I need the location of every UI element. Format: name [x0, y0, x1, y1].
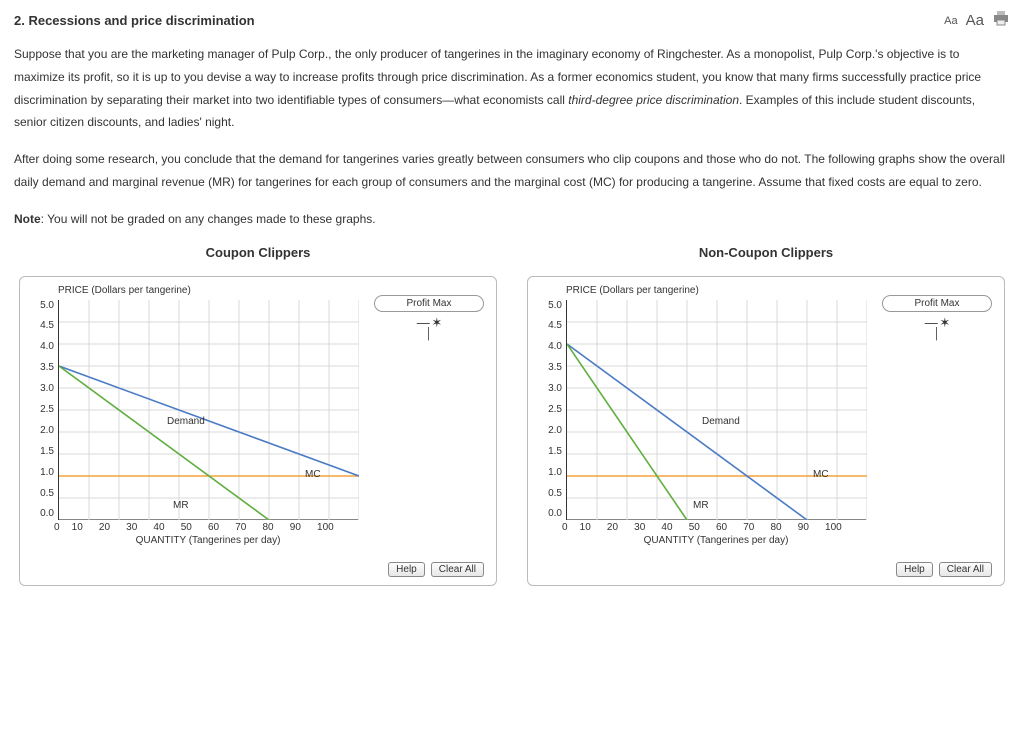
demand-label: Demand	[167, 416, 205, 427]
paragraph-1: Suppose that you are the marketing manag…	[14, 43, 1010, 134]
demand-label: Demand	[702, 416, 740, 427]
question-body: Suppose that you are the marketing manag…	[14, 43, 1010, 231]
p1-emphasis: third-degree price discrimination	[568, 93, 739, 107]
chart-box-right: PRICE (Dollars per tangerine)5.04.54.03.…	[527, 276, 1005, 586]
charts-row: Coupon Clippers PRICE (Dollars per tange…	[14, 245, 1010, 586]
profit-max-marker-icon[interactable]: — ✶│	[374, 316, 484, 340]
paragraph-2: After doing some research, you conclude …	[14, 148, 1010, 194]
chart-title-right: Non-Coupon Clippers	[699, 245, 833, 260]
mr-label: MR	[173, 500, 189, 511]
font-size-large[interactable]: Aa	[966, 12, 984, 29]
chart-plot[interactable]: Demand MR MC	[58, 300, 358, 520]
clear-all-button[interactable]: Clear All	[431, 562, 484, 577]
question-title: 2. Recessions and price discrimination	[14, 13, 255, 28]
legend: Profit Max — ✶│	[882, 295, 992, 340]
help-button[interactable]: Help	[388, 562, 425, 577]
header-tools: Aa Aa	[944, 10, 1010, 31]
mr-label: MR	[693, 500, 709, 511]
y-axis-ticks: 5.04.54.03.53.02.52.01.51.00.50.0	[30, 300, 54, 520]
chart-plot[interactable]: Demand MR MC	[566, 300, 866, 520]
chart-col-left: Coupon Clippers PRICE (Dollars per tange…	[14, 245, 502, 586]
legend-profit-max[interactable]: Profit Max	[374, 295, 484, 312]
chart-title-left: Coupon Clippers	[206, 245, 311, 260]
help-button[interactable]: Help	[896, 562, 933, 577]
mc-label: MC	[305, 469, 321, 480]
mr-line[interactable]	[59, 366, 269, 520]
chart-col-right: Non-Coupon Clippers PRICE (Dollars per t…	[522, 245, 1010, 586]
clear-all-button[interactable]: Clear All	[939, 562, 992, 577]
x-axis-title: QUANTITY (Tangerines per day)	[58, 535, 358, 546]
note-text: : You will not be graded on any changes …	[41, 212, 376, 226]
chart-box-left: PRICE (Dollars per tangerine)5.04.54.03.…	[19, 276, 497, 586]
chart-buttons: Help Clear All	[896, 562, 992, 577]
x-axis-title: QUANTITY (Tangerines per day)	[566, 535, 866, 546]
profit-max-marker-icon[interactable]: — ✶│	[882, 316, 992, 340]
y-axis-ticks: 5.04.54.03.53.02.52.01.51.00.50.0	[538, 300, 562, 520]
x-axis-ticks: 0102030405060708090100	[566, 522, 866, 533]
note-line: Note: You will not be graded on any chan…	[14, 208, 1010, 231]
font-size-small[interactable]: Aa	[944, 15, 957, 27]
print-icon[interactable]	[992, 10, 1010, 31]
mc-label: MC	[813, 469, 829, 480]
legend: Profit Max — ✶│	[374, 295, 484, 340]
x-axis-ticks: 0102030405060708090100	[58, 522, 358, 533]
legend-profit-max[interactable]: Profit Max	[882, 295, 992, 312]
note-label: Note	[14, 212, 41, 226]
chart-buttons: Help Clear All	[388, 562, 484, 577]
